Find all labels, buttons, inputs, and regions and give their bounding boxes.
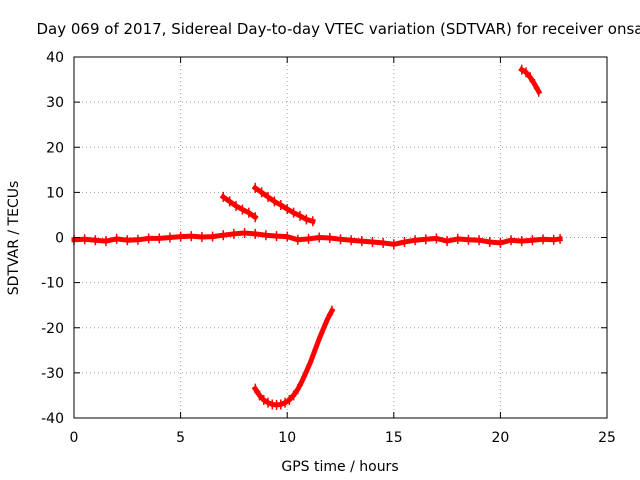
y-tick-label: 10 bbox=[46, 185, 64, 201]
x-axis-label: GPS time / hours bbox=[281, 459, 398, 475]
y-axis-label: SDTVAR / TECUs bbox=[6, 181, 22, 296]
y-tick-label: 0 bbox=[55, 231, 64, 247]
series-line bbox=[71, 230, 563, 247]
x-tick-label: 5 bbox=[176, 430, 185, 446]
x-tick-label: 10 bbox=[278, 430, 296, 446]
x-tick-label: 20 bbox=[491, 430, 509, 446]
y-tick-label: 40 bbox=[46, 50, 64, 66]
chart-title: Day 069 of 2017, Sidereal Day-to-day VTE… bbox=[37, 20, 640, 38]
axis-ticks: 0 5 10 15 20 25 -40 -30 -20 -10 0 10 20 30 40 bbox=[41, 50, 616, 446]
data-series bbox=[71, 64, 563, 410]
y-tick-label: -40 bbox=[41, 411, 64, 427]
x-tick-label: 0 bbox=[70, 430, 79, 446]
series-line bbox=[219, 193, 259, 221]
y-tick-label: -10 bbox=[41, 276, 64, 292]
y-tick-label: -20 bbox=[41, 321, 64, 337]
x-tick-label: 15 bbox=[385, 430, 403, 446]
y-tick-label: -30 bbox=[41, 366, 64, 382]
x-tick-label: 25 bbox=[598, 430, 616, 446]
y-tick-label: 30 bbox=[46, 95, 64, 111]
y-tick-label: 20 bbox=[46, 140, 64, 156]
series-line bbox=[251, 184, 316, 225]
